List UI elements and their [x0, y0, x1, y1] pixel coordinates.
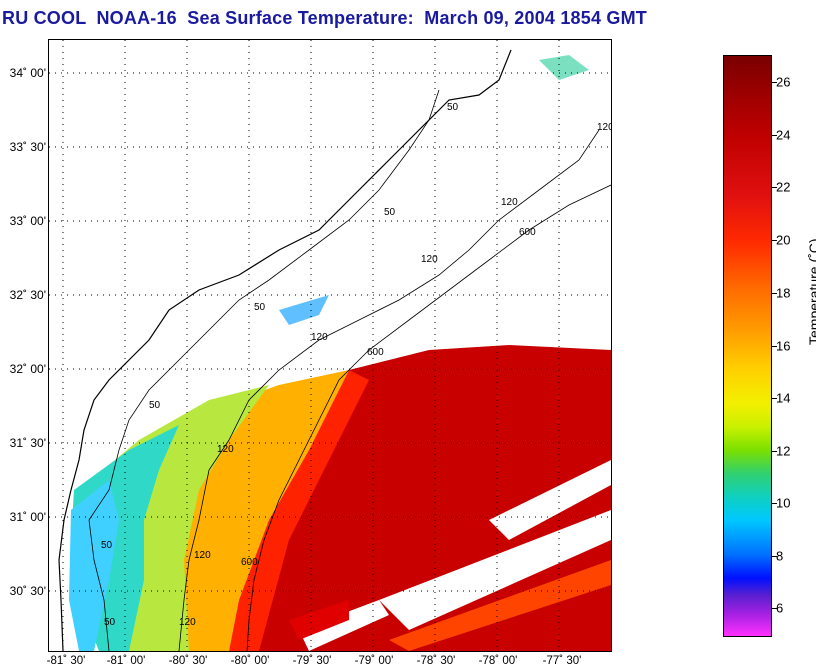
lon-label: -80˚ 30': [168, 655, 208, 667]
lat-label: 32˚ 30': [9, 288, 46, 302]
colorbar-tick: [771, 556, 777, 557]
colorbar-label: 14: [776, 390, 791, 406]
lat-label: 33˚ 00': [9, 214, 46, 228]
lon-label: -79˚ 00': [354, 655, 394, 667]
colorbar-label: 10: [776, 495, 791, 511]
colorbar-label: 26: [776, 74, 791, 90]
sst-map[interactable]: 50 50 50 50 50 50 120 120 120 120 120 12…: [48, 39, 612, 652]
colorbar-tick: [771, 346, 777, 347]
colorbar-tick: [771, 135, 777, 136]
colorbar-tick: [771, 240, 777, 241]
cloud-streak: [489, 460, 611, 540]
colorbar-tick: [771, 398, 777, 399]
warm-streak: [389, 560, 611, 651]
contour-label: 120: [597, 122, 611, 133]
colorbar-label: 6: [776, 600, 784, 616]
colorbar-tick: [771, 451, 777, 452]
contour-label: 50: [384, 207, 396, 218]
lat-label: 34˚ 00': [9, 66, 46, 80]
contour-label: 50: [254, 302, 266, 313]
lon-label: -81˚ 30': [46, 655, 86, 667]
lat-label: 30˚ 30': [9, 584, 46, 598]
lon-label: -80˚ 00': [230, 655, 270, 667]
contour-120: [178, 129, 600, 651]
contour-label: 50: [101, 540, 113, 551]
cool-patch: [279, 295, 329, 325]
contour-label: 120: [179, 617, 196, 628]
lon-label: -81˚ 00': [106, 655, 146, 667]
contour-label: 600: [519, 227, 536, 238]
contour-label: 600: [241, 557, 258, 568]
lat-label: 32˚ 00': [9, 362, 46, 376]
colorbar-tick: [771, 82, 777, 83]
cloud-streak: [379, 510, 611, 630]
cloud-streak: [299, 600, 389, 651]
colorbar-tick: [771, 293, 777, 294]
contour-600: [246, 184, 611, 651]
sst-map-svg: 50 50 50 50 50 50 120 120 120 120 120 12…: [49, 40, 611, 651]
cool-patch: [539, 55, 589, 80]
colorbar-label: 12: [776, 443, 791, 459]
colorbar-label: 18: [776, 285, 791, 301]
contour-label: 120: [421, 254, 438, 265]
contour-50: [88, 89, 440, 651]
nearshore-water: [69, 480, 119, 651]
lon-label: -78˚ 30': [416, 655, 456, 667]
contour-label: 120: [217, 444, 234, 455]
contour-label: 120: [194, 550, 211, 561]
colorbar-label: 20: [776, 232, 791, 248]
colorbar-label: 8: [776, 548, 784, 564]
lon-label: -79˚ 30': [292, 655, 332, 667]
colorbar-label: 24: [776, 127, 791, 143]
colorbar-tick: [771, 503, 777, 504]
colorbar-tick: [771, 187, 777, 188]
contour-label: 50: [149, 400, 161, 411]
lat-lon-grid: [49, 40, 611, 651]
contour-label: 600: [367, 347, 384, 358]
contour-label: 50: [447, 102, 459, 113]
lon-label: -78˚ 00': [478, 655, 518, 667]
colorbar-label: 22: [776, 179, 791, 195]
map-title: RU COOL NOAA-16 Sea Surface Temperature:…: [2, 8, 647, 28]
contour-label: 50: [104, 617, 116, 628]
colorbar-title: Temperature (˚C): [806, 238, 816, 345]
colorbar-tick: [771, 608, 777, 609]
contour-label: 120: [311, 332, 328, 343]
lat-label: 31˚ 30': [9, 436, 46, 450]
lat-label: 33˚ 30': [9, 140, 46, 154]
lon-label: -77˚ 30': [542, 655, 582, 667]
gulf-stream-edge: [229, 370, 369, 651]
colorbar-label: 16: [776, 338, 791, 354]
warm-streak: [289, 600, 349, 640]
lat-label: 31˚ 00': [9, 510, 46, 524]
temperature-colorbar: [723, 55, 772, 637]
contour-label: 120: [501, 197, 518, 208]
